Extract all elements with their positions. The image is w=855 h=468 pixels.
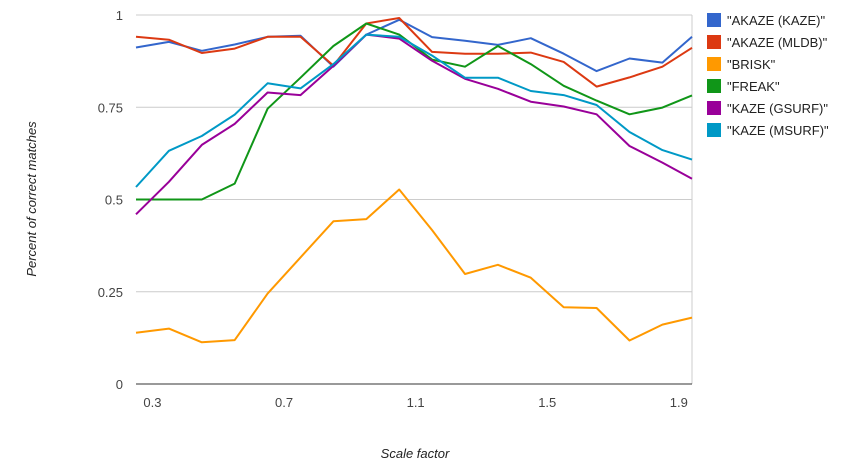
legend-swatch: [707, 101, 721, 115]
x-axis-title: Scale factor: [381, 446, 450, 461]
y-axis-title: Percent of correct matches: [24, 121, 39, 277]
legend-item: "AKAZE (KAZE)": [707, 13, 825, 28]
y-tick-labels: 0 0.25 0.5 0.75 1: [98, 8, 123, 392]
legend-label: "KAZE (MSURF)": [727, 123, 829, 138]
series-line-0: [135, 18, 693, 73]
legend-item: "BRISK": [707, 57, 776, 72]
legend-item: "AKAZE (MLDB)": [707, 35, 828, 50]
x-tick-labels: 0.3 0.7 1.1 1.5 1.9: [143, 395, 687, 410]
x-tick-label: 0.7: [275, 395, 293, 410]
legend-label: "AKAZE (MLDB)": [727, 35, 828, 50]
y-tick-label: 0.25: [98, 285, 123, 300]
series-line-1: [135, 17, 693, 88]
series-line-4: [135, 33, 693, 216]
legend-label: "AKAZE (KAZE)": [727, 13, 825, 28]
series-lines: [135, 17, 693, 344]
y-tick-label: 0: [116, 377, 123, 392]
y-tick-label: 0.75: [98, 100, 123, 115]
series-line-2: [135, 188, 693, 344]
legend-swatch: [707, 79, 721, 93]
legend-swatch: [707, 35, 721, 49]
legend: "AKAZE (KAZE)" "AKAZE (MLDB)" "BRISK" "FREA…: [707, 13, 829, 138]
y-tick-label: 1: [116, 8, 123, 23]
series-line-5: [135, 33, 693, 188]
x-tick-label: 1.9: [670, 395, 688, 410]
y-tick-label: 0.5: [105, 193, 123, 208]
x-tick-label: 0.3: [143, 395, 161, 410]
legend-item: "FREAK": [707, 79, 780, 94]
legend-label: "FREAK": [727, 79, 780, 94]
x-tick-label: 1.5: [538, 395, 556, 410]
x-tick-label: 1.1: [407, 395, 425, 410]
legend-label: "KAZE (GSURF)": [727, 101, 828, 116]
legend-swatch: [707, 57, 721, 71]
legend-item: "KAZE (MSURF)": [707, 123, 829, 138]
legend-swatch: [707, 123, 721, 137]
gridlines: [136, 14, 693, 385]
legend-label: "BRISK": [727, 57, 776, 72]
legend-item: "KAZE (GSURF)": [707, 101, 828, 116]
legend-swatch: [707, 13, 721, 27]
